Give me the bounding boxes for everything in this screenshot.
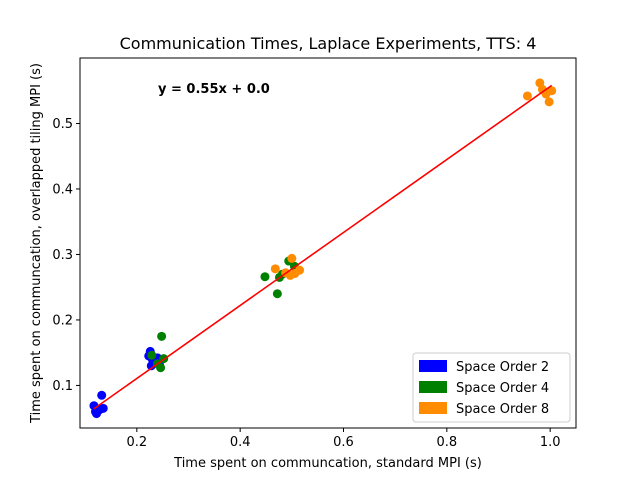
x-tick-label: 0.2 [126,435,147,450]
legend: Space Order 2 Space Order 4 Space Order 8 [412,352,571,423]
point-series-3-1 [270,264,280,274]
point-series-1-7 [98,403,108,413]
y-tick-label: 0.5 [52,117,73,132]
y-axis-ticks: 0.1 0.2 0.3 0.4 0.5 [52,117,80,394]
point-series-3-4 [287,253,297,263]
x-tick-label: 0.6 [333,435,354,450]
y-tick-label: 0.3 [52,248,73,263]
point-series-1-6 [97,390,107,400]
y-tick-label: 0.1 [52,379,73,394]
fit-line-group [93,84,553,410]
legend-box [412,352,571,423]
legend-swatch [419,402,447,414]
legend-label: Space Order 4 [456,381,549,396]
point-series-3-7 [522,91,532,101]
point-series-2-6 [260,272,270,282]
legend-label: Space Order 8 [456,402,549,417]
point-series-2-3 [156,363,166,373]
legend-swatch [419,381,447,393]
plot-frame [79,57,577,429]
point-series-2-7 [272,289,282,299]
y-axis-label: Time spent on communcation, overlapped t… [29,63,44,424]
y-tick-label: 0.2 [52,313,73,328]
point-series-3-11 [544,97,554,107]
point-series-3-6 [295,265,305,275]
x-tick-label: 1.0 [540,435,561,450]
legend-label: Space Order 2 [456,360,549,375]
x-tick-label: 0.4 [230,435,251,450]
point-series-2-1 [147,350,157,360]
x-axis-label: Time spent on communcation, standard MPI… [173,456,482,471]
x-tick-label: 0.8 [436,435,457,450]
point-series-2-4 [157,331,167,341]
y-tick-label: 0.4 [52,182,73,197]
x-axis-ticks: 0.2 0.4 0.6 0.8 1.0 [126,428,561,450]
fit-equation-annotation: y = 0.55x + 0.0 [158,82,270,97]
point-series-3-12 [547,86,557,96]
legend-swatch [419,360,447,372]
fit-line [93,84,553,410]
data-marks [89,78,557,419]
chart-title: Communication Times, Laplace Experiments… [120,34,537,53]
